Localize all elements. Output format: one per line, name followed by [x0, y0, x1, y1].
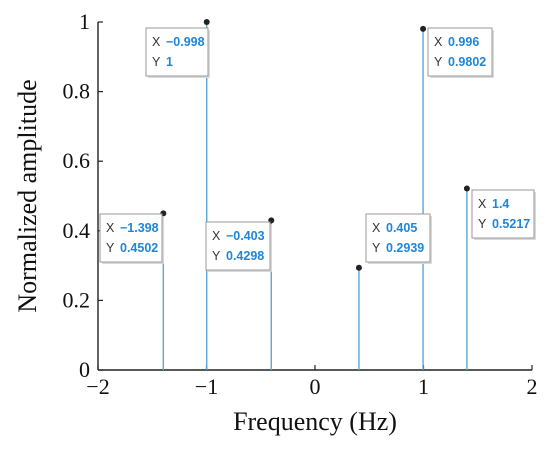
datatip-y-key: Y: [434, 55, 443, 69]
y-tick-label: 0: [79, 357, 90, 382]
datatip-y-value: 0.2939: [386, 241, 424, 255]
datatip-y-key: Y: [106, 241, 115, 255]
x-tick-label: 1: [418, 374, 429, 399]
datatip-y-key: Y: [372, 241, 381, 255]
datatip-box: [365, 213, 431, 263]
datatip-x-value: 0.405: [386, 221, 417, 235]
y-tick-label: 0.2: [63, 287, 91, 312]
datatip-box: [145, 27, 209, 77]
datatip-x-value: −0.998: [166, 35, 205, 49]
datatip-y-value: 0.4502: [120, 241, 158, 255]
y-tick-label: 0.4: [63, 218, 91, 243]
y-tick-label: 1: [79, 9, 90, 34]
x-axis-label: Frequency (Hz): [233, 407, 397, 436]
datatip-x-key: X: [106, 221, 115, 235]
datatip: X 1.4 Y 0.5217: [471, 189, 536, 240]
datatip-box: [427, 27, 493, 77]
stem-marker: [463, 185, 470, 192]
datatip-y-value: 0.9802: [448, 55, 486, 69]
datatip: X 0.996 Y 0.9802: [427, 27, 494, 78]
datatip-x-value: 1.4: [492, 197, 509, 211]
datatip-y-value: 0.5217: [492, 217, 530, 231]
y-tick-label: 0.8: [63, 79, 91, 104]
datatip-x-key: X: [434, 35, 443, 49]
datatip-box: [99, 213, 163, 263]
datatip-box: [205, 221, 271, 271]
datatip-y-key: Y: [212, 249, 221, 263]
datatip-x-key: X: [478, 197, 487, 211]
stem-marker: [203, 19, 210, 25]
datatip-x-value: −1.398: [120, 221, 159, 235]
datatip-y-key: Y: [478, 217, 487, 231]
axes: −2 −1 0 1 2 0 0.2 0.4 0.6 0.8 1: [63, 9, 538, 399]
datatip-y-key: Y: [152, 55, 161, 69]
datatip: X −0.403 Y 0.4298: [205, 221, 272, 272]
datatip: X −1.398 Y 0.4502: [99, 213, 164, 264]
datatip-x-key: X: [372, 221, 381, 235]
datatip: X 0.405 Y 0.2939: [365, 213, 432, 264]
datatip-x-key: X: [152, 35, 161, 49]
x-tick-label: 0: [310, 374, 321, 399]
stem-marker: [355, 264, 362, 271]
datatip: X −0.998 Y 1: [145, 27, 210, 78]
datatip-x-value: −0.403: [226, 229, 265, 243]
x-tick-label: −1: [195, 374, 218, 399]
y-axis-label: Normalized amplitude: [13, 79, 42, 312]
x-tick-label: −2: [86, 374, 109, 399]
datatip-x-value: 0.996: [448, 35, 479, 49]
y-tick-label: 0.6: [63, 148, 91, 173]
x-tick-label: 2: [527, 374, 538, 399]
datatip-y-value: 1: [166, 55, 173, 69]
stem-marker: [420, 25, 427, 32]
datatip-y-value: 0.4298: [226, 249, 264, 263]
datatip-box: [471, 189, 535, 239]
datatip-x-key: X: [212, 229, 221, 243]
